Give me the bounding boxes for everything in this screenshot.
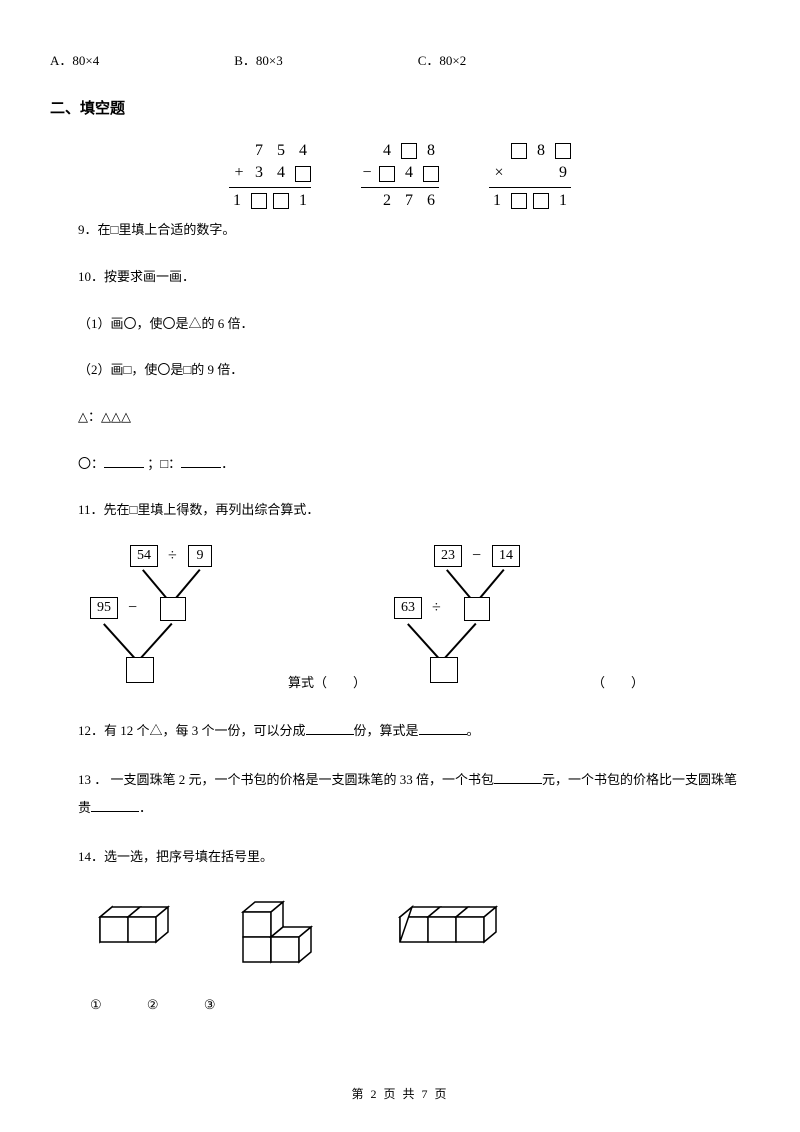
cube-shape-3 xyxy=(390,892,520,952)
q10-head: 10．按要求画一画． xyxy=(50,265,750,290)
blank-sq[interactable] xyxy=(181,454,221,468)
tl-n1: 54 xyxy=(130,545,158,567)
cubes-row xyxy=(90,892,750,977)
marker-1: ① xyxy=(90,997,102,1013)
cube-shape-1 xyxy=(90,892,180,952)
blank-o[interactable] xyxy=(104,454,144,468)
tr-n3: 63 xyxy=(394,597,422,619)
option-b: B．80×3 xyxy=(234,50,283,69)
mc-options: A．80×4 B．80×3 C．80×2 xyxy=(50,50,750,69)
q10-tri: △：△△△ xyxy=(50,405,750,430)
o-label: 〇： xyxy=(78,456,104,471)
arith-add: 754 +34 11 xyxy=(229,140,311,212)
tl-n2: 9 xyxy=(188,545,212,567)
tr-op2: ÷ xyxy=(432,599,441,617)
marker-3: ③ xyxy=(204,997,216,1013)
q12: 12．有 12 个△，每 3 个一份，可以分成份，算式是。 xyxy=(50,719,750,744)
tree-right-label: （ ） xyxy=(592,672,644,691)
tree-right: 23 − 14 63 ÷ xyxy=(394,545,564,695)
q9-text: 9．在□里填上合适的数字。 xyxy=(50,218,750,243)
tr-box2[interactable] xyxy=(430,657,458,683)
q10-fill: 〇： ；□：． xyxy=(50,452,750,477)
tl-op1: ÷ xyxy=(168,547,177,565)
arith-sub: 48 −4 276 xyxy=(361,140,439,212)
page-footer: 第 2 页 共 7 页 xyxy=(0,1085,800,1102)
q13-blank2[interactable] xyxy=(91,798,139,812)
option-a: A．80×4 xyxy=(50,50,99,69)
tl-op2: − xyxy=(128,599,137,617)
q11-head: 11．先在□里填上得数，再列出综合算式． xyxy=(50,498,750,523)
tl-box1[interactable] xyxy=(160,597,186,621)
q12-blank1[interactable] xyxy=(306,721,354,735)
arith-mul: 8 ×9 11 xyxy=(489,140,571,212)
q13-blank1[interactable] xyxy=(494,770,542,784)
q10-p1: （1）画〇，使〇是△的 6 倍． xyxy=(50,312,750,337)
q14-head: 14．选一选，把序号填在括号里。 xyxy=(50,845,750,870)
q13: 13 ． 一支圆珠笔 2 元，一个书包的价格是一支圆珠笔的 33 倍，一个书包元… xyxy=(50,766,750,823)
tr-box1[interactable] xyxy=(464,597,490,621)
option-c: C．80×2 xyxy=(418,50,467,69)
q11-diagrams: 54 ÷ 9 95 − 算式（ ） 23 − 14 63 ÷ （ ） xyxy=(90,545,750,695)
q9-arithmetic: 754 +34 11 48 −4 276 8 ×9 11 xyxy=(50,140,750,212)
tr-n1: 23 xyxy=(434,545,462,567)
marker-2: ② xyxy=(147,997,159,1013)
q10-p2: （2）画□，使〇是□的 9 倍． xyxy=(50,358,750,383)
q12-blank2[interactable] xyxy=(419,721,467,735)
q14-markers: ① ② ③ xyxy=(90,997,750,1013)
sq-label: ；□： xyxy=(147,456,181,471)
tl-n3: 95 xyxy=(90,597,118,619)
tree-left: 54 ÷ 9 95 − xyxy=(90,545,260,695)
section-title: 二、填空题 xyxy=(50,97,750,118)
tr-n2: 14 xyxy=(492,545,520,567)
tr-op1: − xyxy=(472,547,481,565)
tree-left-label: 算式（ ） xyxy=(288,672,366,691)
tl-box2[interactable] xyxy=(126,657,154,683)
cube-shape-2 xyxy=(235,892,335,977)
